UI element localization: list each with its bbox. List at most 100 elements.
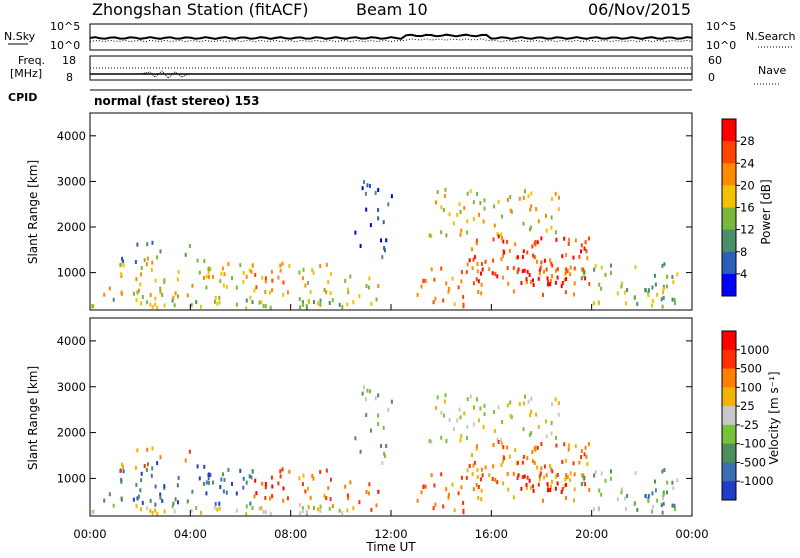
echo-cell xyxy=(573,292,575,297)
echo-cell xyxy=(624,290,627,295)
echo-cell xyxy=(434,502,437,507)
x-axis-label: Time UT xyxy=(365,540,416,554)
echo-cell xyxy=(367,491,370,496)
echo-cell xyxy=(122,465,124,469)
echo-cell xyxy=(466,262,469,267)
echo-cell xyxy=(466,436,469,441)
echo-cell xyxy=(374,191,377,195)
echo-cell xyxy=(460,485,463,490)
echo-cell xyxy=(532,283,535,287)
echo-cell xyxy=(245,504,248,509)
echo-cell xyxy=(459,415,462,420)
echo-cell xyxy=(572,461,575,466)
echo-cell xyxy=(651,509,654,514)
echo-cell xyxy=(477,279,480,284)
echo-cell xyxy=(530,204,533,209)
echo-cell xyxy=(301,300,304,305)
power-heatmap xyxy=(91,180,679,311)
echo-cell xyxy=(593,267,596,272)
cpid-text: normal (fast stereo) 153 xyxy=(94,94,260,108)
power-frame xyxy=(89,112,693,311)
echo-cell xyxy=(538,271,541,276)
echo-cell xyxy=(551,479,553,484)
echo-cell xyxy=(480,271,482,276)
x-tick-label: 20:00 xyxy=(575,527,608,541)
echo-cell xyxy=(307,486,309,491)
echo-cell xyxy=(442,208,445,212)
echo-cell xyxy=(512,471,515,476)
echo-cell xyxy=(573,472,576,477)
echo-cell xyxy=(139,282,142,287)
echo-cell xyxy=(253,494,256,499)
echo-cell xyxy=(462,294,465,299)
echo-cell xyxy=(533,460,536,465)
echo-cell xyxy=(573,266,576,271)
echo-cell xyxy=(154,302,157,307)
echo-cell xyxy=(480,467,483,472)
echo-cell xyxy=(150,268,153,272)
echo-cell xyxy=(424,484,427,489)
echo-cell xyxy=(593,473,596,478)
echo-cell xyxy=(203,464,206,469)
echo-cell xyxy=(279,469,282,474)
echo-cell xyxy=(547,282,549,287)
echo-cell xyxy=(221,266,224,271)
echo-cell xyxy=(222,283,225,288)
echo-cell xyxy=(563,236,566,241)
echo-cell xyxy=(565,253,568,257)
echo-cell xyxy=(551,196,553,201)
echo-cell xyxy=(584,240,587,245)
echo-cell xyxy=(540,236,543,241)
echo-cell xyxy=(305,304,308,308)
echo-cell xyxy=(662,290,664,295)
echo-cell xyxy=(500,257,503,262)
echo-cell xyxy=(663,468,666,472)
echo-cell xyxy=(522,401,525,406)
echo-cell xyxy=(666,490,668,495)
echo-cell xyxy=(231,276,233,281)
echo-cell xyxy=(279,268,282,273)
echo-cell xyxy=(223,478,226,482)
echo-cell xyxy=(483,412,486,417)
echo-cell xyxy=(537,424,540,429)
x-tick-label: 12:00 xyxy=(374,527,407,541)
echo-cell xyxy=(428,233,431,238)
echo-cell xyxy=(588,442,590,447)
echo-cell xyxy=(569,471,572,476)
echo-cell xyxy=(329,271,332,276)
echo-cell xyxy=(176,483,179,488)
echo-cell xyxy=(500,232,503,237)
echo-cell xyxy=(149,293,152,297)
echo-cell xyxy=(573,281,576,286)
echo-cell xyxy=(475,446,478,451)
echo-cell xyxy=(248,268,251,273)
echo-cell xyxy=(172,295,175,300)
echo-cell xyxy=(136,496,139,501)
echo-cell xyxy=(271,288,274,293)
velocity-colorbar: 1000 500 100 25 -25 -100 -500 -1000 xyxy=(721,330,773,501)
echo-cell xyxy=(312,270,315,275)
power-colorbar: 28 24 20 16 12 8 4 xyxy=(721,118,755,297)
echo-cell xyxy=(468,464,471,468)
echo-cell xyxy=(440,472,443,477)
echo-cell xyxy=(540,466,543,471)
echo-cell xyxy=(481,267,484,272)
x-tick-label: 16:00 xyxy=(475,527,508,541)
echo-cell xyxy=(550,421,553,425)
echo-cell xyxy=(260,506,263,511)
echo-cell xyxy=(145,262,148,267)
echo-cell xyxy=(512,289,515,294)
echo-cell xyxy=(231,481,233,486)
echo-cell xyxy=(264,279,267,284)
echo-cell xyxy=(588,282,591,287)
echo-cell xyxy=(302,473,305,478)
echo-cell xyxy=(212,480,214,485)
echo-cell xyxy=(251,506,254,510)
echo-cell xyxy=(161,292,164,297)
echo-cell xyxy=(380,444,382,448)
echo-cell xyxy=(521,475,524,479)
colorbar-swatch xyxy=(722,185,736,208)
echo-cell xyxy=(491,477,494,481)
echo-cell xyxy=(483,403,486,408)
echo-cell xyxy=(145,467,148,472)
